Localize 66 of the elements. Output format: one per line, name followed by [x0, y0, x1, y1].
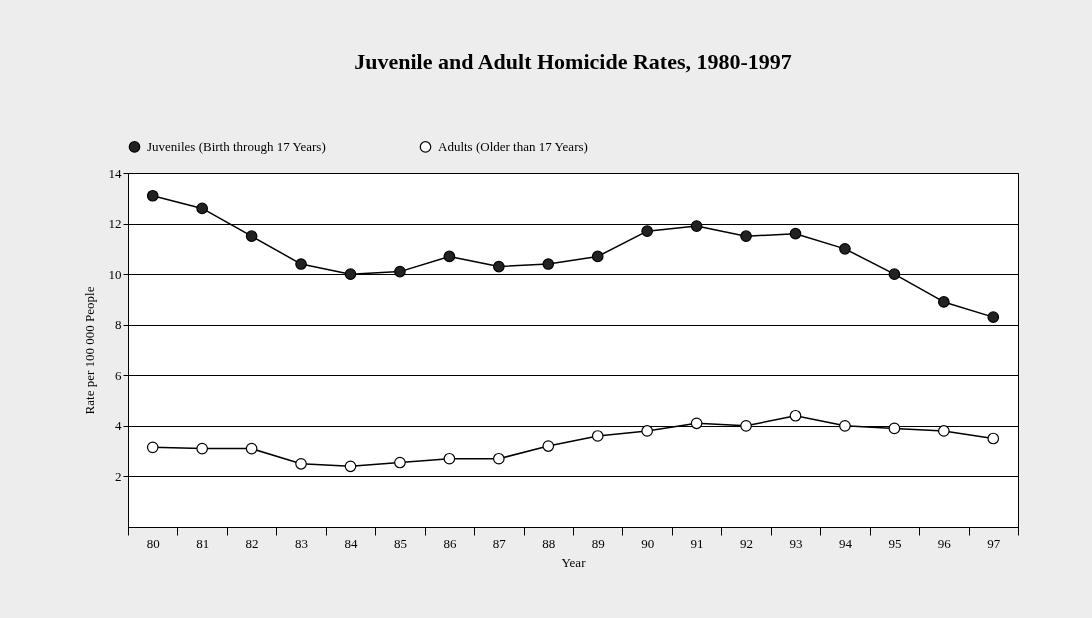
y-tick-label: 4: [115, 418, 122, 434]
point: [789, 409, 802, 422]
point: [245, 230, 258, 243]
point: [937, 425, 950, 437]
point: [196, 442, 209, 455]
y-tick-label: 6: [115, 367, 122, 383]
point: [542, 258, 555, 270]
x-tick-label: 82: [245, 535, 259, 551]
point: [839, 420, 851, 432]
x-tick-label: 83: [295, 535, 309, 551]
point: [789, 227, 802, 240]
point: [394, 265, 406, 278]
point: [888, 268, 901, 280]
point: [591, 430, 604, 442]
point: [492, 452, 505, 465]
chart-title: Juvenile and Adult Homicide Rates, 1980-1997: [354, 49, 792, 74]
point: [146, 441, 159, 454]
point: [888, 422, 901, 435]
point: [295, 457, 307, 470]
point: [146, 189, 159, 202]
point: [344, 460, 357, 473]
y-tick-label: 14: [108, 165, 122, 181]
point: [591, 250, 604, 263]
point: [987, 311, 1000, 323]
x-tick-label: 94: [838, 535, 853, 551]
y-axis-title: Rate per 100 000 People: [81, 286, 97, 415]
x-tick-label: 87: [492, 535, 507, 551]
y-tick-label: 12: [108, 216, 122, 232]
legend-label: Juveniles (Birth through 17 Years): [147, 138, 326, 154]
x-tick-label: 80: [146, 535, 160, 551]
point: [492, 260, 505, 273]
x-tick-label: 95: [888, 535, 902, 551]
x-axis-title: Year: [561, 554, 587, 570]
x-tick-label: 84: [344, 535, 358, 551]
x-tick-label: 91: [690, 535, 704, 551]
point: [542, 440, 555, 452]
point: [740, 420, 752, 432]
y-tick-label: 2: [115, 468, 122, 484]
point: [641, 225, 654, 237]
x-tick-label: 90: [641, 535, 655, 551]
point: [987, 432, 1000, 445]
y-tick-label: 10: [108, 266, 122, 282]
x-tick-label: 92: [740, 535, 754, 551]
point: [937, 296, 950, 308]
x-tick-label: 88: [542, 535, 556, 551]
x-tick-label: 89: [591, 535, 605, 551]
point: [641, 425, 654, 437]
point: [295, 258, 307, 270]
point: [196, 202, 209, 215]
point: [839, 243, 851, 255]
point: [443, 452, 456, 465]
point: [394, 456, 406, 469]
point: [344, 268, 357, 280]
x-tick-label: 93: [789, 535, 803, 551]
x-tick-label: 96: [937, 535, 952, 551]
point: [740, 230, 752, 243]
point: [690, 220, 703, 232]
point: [245, 442, 258, 455]
x-tick-label: 86: [443, 535, 457, 551]
x-tick-label: 85: [393, 535, 407, 551]
y-tick-label: 8: [115, 317, 122, 333]
legend-label: Adults (Older than 17 Years): [438, 138, 588, 154]
x-tick-label: 81: [196, 535, 210, 551]
point: [690, 417, 703, 430]
x-tick-label: 97: [987, 535, 1001, 551]
point: [443, 250, 456, 263]
